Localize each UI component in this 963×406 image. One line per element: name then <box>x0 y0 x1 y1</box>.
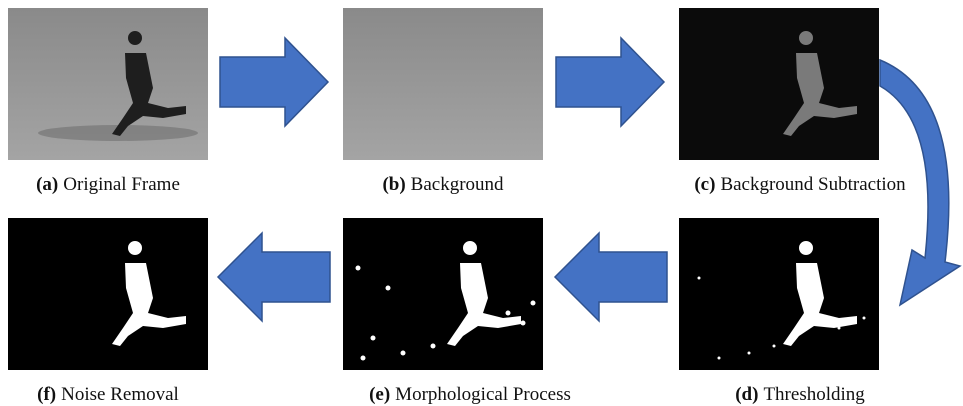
caption-part: (e) <box>369 384 390 405</box>
caption: (a)Original Frame <box>36 174 180 195</box>
caption-part: Background <box>411 174 504 195</box>
caption-part: Thresholding <box>763 384 865 405</box>
caption-part: (d) <box>735 384 758 405</box>
image-original <box>8 8 208 160</box>
caption-part: (a) <box>36 174 58 195</box>
arrow <box>220 38 328 126</box>
image-threshold <box>679 218 879 370</box>
caption: (c)Background Subtraction <box>694 174 906 195</box>
caption-part: Morphological Process <box>395 384 571 405</box>
caption-part: Background Subtraction <box>720 174 906 195</box>
caption-part: Original Frame <box>63 174 180 195</box>
caption: (e)Morphological Process <box>369 384 571 405</box>
arrow <box>218 233 330 321</box>
arrow <box>555 233 667 321</box>
arrow <box>556 38 664 126</box>
caption-part: (b) <box>382 174 405 195</box>
caption: (b) Background <box>382 174 504 195</box>
caption-part: Noise Removal <box>61 384 179 405</box>
image-subtraction <box>679 8 879 160</box>
image-background <box>343 8 543 160</box>
caption-part: (c) <box>694 174 715 195</box>
caption: (d)Thresholding <box>735 384 865 405</box>
diagram: (a)Original Frame (b) Background (c)Backg… <box>0 0 963 406</box>
caption: (f) Noise Removal <box>37 384 179 405</box>
caption-part: (f) <box>37 384 56 405</box>
image-morphological <box>343 218 543 370</box>
image-noise-removal <box>8 218 208 370</box>
